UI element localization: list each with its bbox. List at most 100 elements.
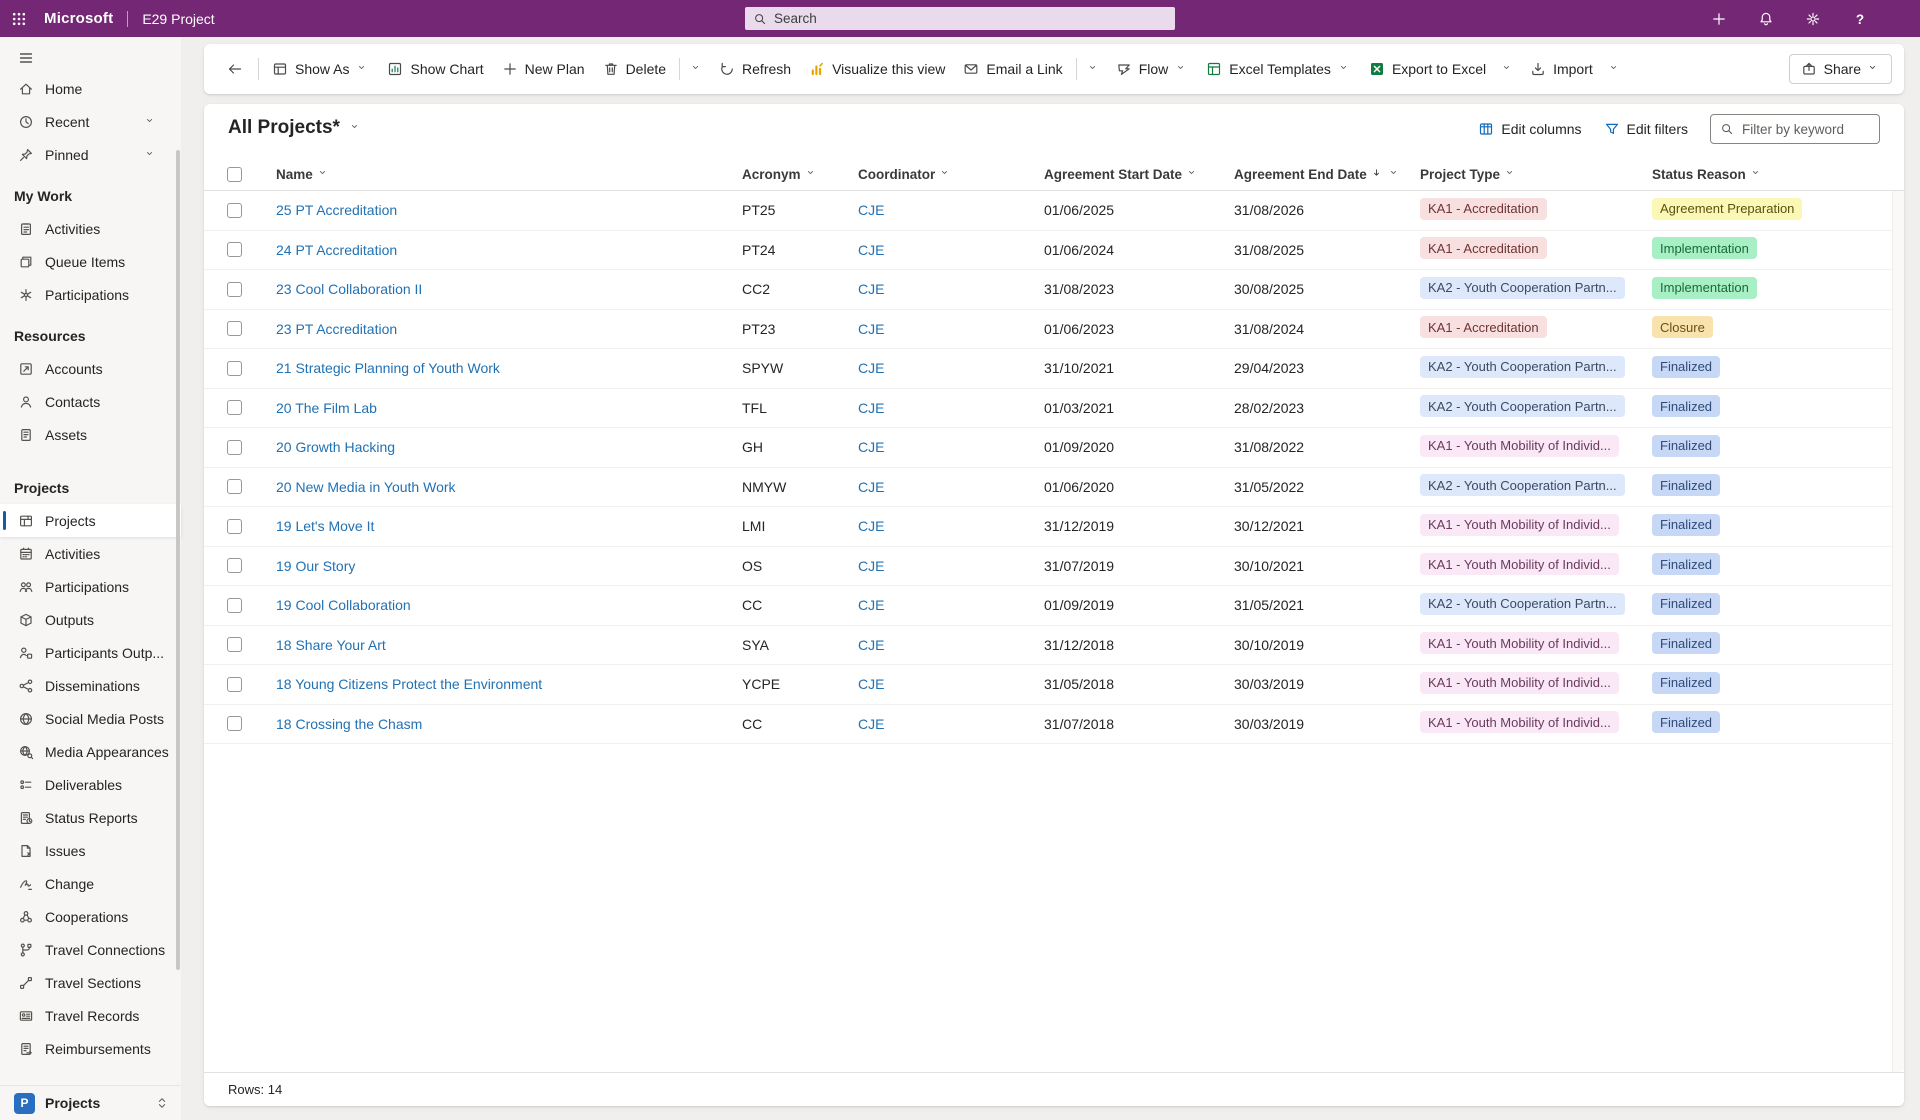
app-name[interactable]: E29 Project — [142, 11, 214, 27]
column-header-coordinator[interactable]: Coordinator — [854, 167, 1040, 182]
project-name-link[interactable]: 21 Strategic Planning of Youth Work — [276, 360, 500, 376]
delete-button[interactable]: Delete — [594, 54, 675, 84]
help-icon[interactable]: ? — [1852, 11, 1868, 27]
row-checkbox[interactable] — [227, 282, 242, 297]
coordinator-link[interactable]: CJE — [858, 479, 884, 495]
column-header-status-reason[interactable]: Status Reason — [1648, 167, 1904, 182]
refresh-button[interactable]: Refresh — [710, 54, 800, 84]
sidebar-item-travel-records[interactable]: Travel Records — [0, 999, 181, 1032]
more-commands-button[interactable] — [1081, 56, 1107, 82]
excel-templates-button[interactable]: Excel Templates — [1197, 54, 1360, 84]
row-checkbox[interactable] — [227, 400, 242, 415]
sidebar-item-cooperations[interactable]: Cooperations — [0, 900, 181, 933]
row-checkbox[interactable] — [227, 203, 242, 218]
back-button[interactable] — [216, 54, 254, 84]
sidebar-item-participations[interactable]: Participations — [0, 570, 181, 603]
row-checkbox[interactable] — [227, 558, 242, 573]
coordinator-link[interactable]: CJE — [858, 637, 884, 653]
column-header-agreement-end-date[interactable]: Agreement End Date — [1230, 167, 1416, 182]
project-name-link[interactable]: 19 Let's Move It — [276, 518, 374, 534]
row-checkbox[interactable] — [227, 598, 242, 613]
project-name-link[interactable]: 18 Share Your Art — [276, 637, 386, 653]
row-checkbox[interactable] — [227, 440, 242, 455]
sidebar-item-reimbursements[interactable]: Reimbursements — [0, 1032, 181, 1065]
sidebar-item-status-reports[interactable]: Status Reports — [0, 801, 181, 834]
view-selector[interactable]: All Projects* — [228, 117, 362, 139]
add-icon[interactable] — [1711, 11, 1727, 27]
keyword-filter[interactable] — [1710, 114, 1880, 144]
row-checkbox[interactable] — [227, 677, 242, 692]
project-name-link[interactable]: 24 PT Accreditation — [276, 242, 397, 258]
row-checkbox[interactable] — [227, 479, 242, 494]
select-all-checkbox[interactable] — [227, 167, 242, 182]
show-chart-button[interactable]: Show Chart — [378, 54, 492, 84]
sidebar-item-activities[interactable]: Activities — [0, 537, 181, 570]
coordinator-link[interactable]: CJE — [858, 676, 884, 692]
project-name-link[interactable]: 19 Our Story — [276, 558, 355, 574]
sidebar-item-change[interactable]: Change — [0, 867, 181, 900]
grid-scrollbar[interactable] — [1892, 191, 1904, 1072]
row-checkbox[interactable] — [227, 361, 242, 376]
waffle-icon[interactable] — [0, 0, 38, 37]
area-switcher[interactable]: P Projects — [0, 1085, 181, 1120]
project-name-link[interactable]: 18 Crossing the Chasm — [276, 716, 422, 732]
project-name-link[interactable]: 23 PT Accreditation — [276, 321, 397, 337]
keyword-filter-input[interactable] — [1742, 122, 1870, 137]
sidebar-item-projects[interactable]: Projects — [0, 504, 181, 537]
coordinator-link[interactable]: CJE — [858, 439, 884, 455]
hamburger-menu-icon[interactable] — [18, 50, 34, 66]
project-name-link[interactable]: 20 The Film Lab — [276, 400, 377, 416]
coordinator-link[interactable]: CJE — [858, 558, 884, 574]
sidebar-item-social-media-posts[interactable]: Social Media Posts — [0, 702, 181, 735]
export-to-excel-button[interactable]: Export to Excel — [1360, 54, 1495, 84]
visualize-this-view-button[interactable]: Visualize this view — [800, 54, 954, 84]
row-checkbox[interactable] — [227, 637, 242, 652]
flow-button[interactable]: Flow — [1107, 54, 1198, 84]
sidebar-item-participants-outp[interactable]: Participants Outp... — [0, 636, 181, 669]
coordinator-link[interactable]: CJE — [858, 518, 884, 534]
more-commands-button[interactable] — [1495, 56, 1521, 82]
new-plan-button[interactable]: New Plan — [493, 54, 594, 84]
sidebar-item-accounts[interactable]: Accounts — [0, 352, 181, 385]
coordinator-link[interactable]: CJE — [858, 202, 884, 218]
sidebar-item-travel-sections[interactable]: Travel Sections — [0, 966, 181, 999]
sidebar-item-disseminations[interactable]: Disseminations — [0, 669, 181, 702]
project-name-link[interactable]: 23 Cool Collaboration II — [276, 281, 422, 297]
bell-icon[interactable] — [1758, 11, 1774, 27]
share-button[interactable]: Share — [1789, 54, 1892, 84]
coordinator-link[interactable]: CJE — [858, 400, 884, 416]
coordinator-link[interactable]: CJE — [858, 321, 884, 337]
show-as-button[interactable]: Show As — [263, 54, 378, 84]
sidebar-scrollbar[interactable] — [176, 150, 180, 970]
coordinator-link[interactable]: CJE — [858, 597, 884, 613]
sidebar-item-deliverables[interactable]: Deliverables — [0, 768, 181, 801]
sidebar-item-recent[interactable]: Recent — [0, 105, 181, 138]
sidebar-item-assets[interactable]: Assets — [0, 418, 181, 451]
project-name-link[interactable]: 20 Growth Hacking — [276, 439, 395, 455]
email-a-link-button[interactable]: Email a Link — [954, 54, 1071, 84]
global-search-input[interactable] — [774, 11, 1167, 26]
row-checkbox[interactable] — [227, 321, 242, 336]
gear-icon[interactable] — [1805, 11, 1821, 27]
sidebar-item-outputs[interactable]: Outputs — [0, 603, 181, 636]
sidebar-item-participations[interactable]: Participations — [0, 278, 181, 311]
coordinator-link[interactable]: CJE — [858, 360, 884, 376]
sidebar-item-activities[interactable]: Activities — [0, 212, 181, 245]
project-name-link[interactable]: 25 PT Accreditation — [276, 202, 397, 218]
column-header-project-type[interactable]: Project Type — [1416, 167, 1648, 182]
sidebar-item-contacts[interactable]: Contacts — [0, 385, 181, 418]
row-checkbox[interactable] — [227, 242, 242, 257]
edit-filters-button[interactable]: Edit filters — [1604, 121, 1688, 137]
column-header-acronym[interactable]: Acronym — [738, 167, 854, 182]
sidebar-item-travel-connections[interactable]: Travel Connections — [0, 933, 181, 966]
edit-columns-button[interactable]: Edit columns — [1478, 121, 1581, 137]
project-name-link[interactable]: 20 New Media in Youth Work — [276, 479, 456, 495]
row-checkbox[interactable] — [227, 519, 242, 534]
more-commands-button[interactable] — [1602, 56, 1628, 82]
column-header-agreement-start-date[interactable]: Agreement Start Date — [1040, 167, 1230, 182]
import-button[interactable]: Import — [1521, 54, 1602, 84]
sidebar-item-issues[interactable]: Issues — [0, 834, 181, 867]
project-name-link[interactable]: 19 Cool Collaboration — [276, 597, 411, 613]
global-search[interactable] — [745, 7, 1175, 30]
project-name-link[interactable]: 18 Young Citizens Protect the Environmen… — [276, 676, 542, 692]
